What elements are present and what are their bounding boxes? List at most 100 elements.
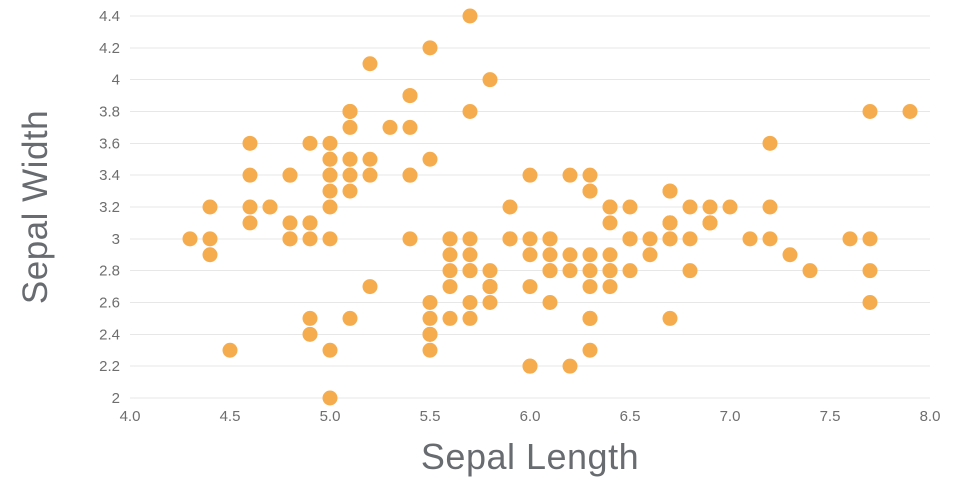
- y-tick-label: 4.2: [99, 40, 120, 57]
- data-point: [622, 231, 638, 247]
- data-point: [422, 342, 438, 358]
- data-point: [242, 135, 258, 151]
- x-tick-label: 4.5: [220, 408, 241, 425]
- data-point: [522, 167, 538, 183]
- data-point: [522, 358, 538, 374]
- data-point: [602, 199, 618, 215]
- data-point: [542, 231, 558, 247]
- data-point: [642, 231, 658, 247]
- data-point: [582, 183, 598, 199]
- data-point: [862, 263, 878, 279]
- data-point: [422, 310, 438, 326]
- data-point: [362, 167, 378, 183]
- y-tick-label: 4.4: [99, 8, 120, 25]
- data-point: [342, 167, 358, 183]
- data-point: [542, 295, 558, 310]
- data-point: [722, 199, 738, 215]
- data-point: [602, 279, 618, 295]
- data-point: [302, 231, 318, 247]
- x-tick-label: 4.0: [120, 408, 141, 425]
- data-point: [662, 183, 678, 199]
- data-point: [302, 215, 318, 231]
- data-point: [442, 247, 458, 263]
- data-point: [462, 8, 478, 24]
- data-point: [802, 263, 818, 279]
- data-point: [322, 183, 338, 199]
- x-tick-label: 7.5: [820, 408, 841, 425]
- data-point: [242, 167, 258, 183]
- data-point: [402, 167, 418, 183]
- data-point: [342, 104, 358, 119]
- data-point: [682, 199, 698, 215]
- data-point: [562, 263, 578, 279]
- data-point: [302, 135, 318, 151]
- data-point: [342, 119, 358, 135]
- data-point: [862, 104, 878, 119]
- data-point: [482, 72, 498, 88]
- y-tick-label: 2.2: [99, 358, 120, 375]
- data-point: [562, 358, 578, 374]
- data-point: [702, 215, 718, 231]
- data-point: [442, 279, 458, 295]
- data-point: [502, 231, 518, 247]
- y-tick-label: 2.4: [99, 326, 120, 343]
- x-tick-label: 6.0: [520, 408, 541, 425]
- data-point: [322, 135, 338, 151]
- data-point: [422, 326, 438, 342]
- data-point: [582, 167, 598, 183]
- y-tick-label: 3: [112, 231, 120, 248]
- data-point: [402, 231, 418, 247]
- data-point: [422, 151, 438, 167]
- data-point: [562, 167, 578, 183]
- x-tick-label: 5.5: [420, 408, 441, 425]
- data-point: [862, 295, 878, 310]
- data-point: [322, 199, 338, 215]
- data-point: [322, 342, 338, 358]
- y-tick-label: 2: [112, 390, 120, 407]
- data-point: [442, 231, 458, 247]
- data-point: [342, 310, 358, 326]
- data-point: [682, 231, 698, 247]
- data-point: [482, 263, 498, 279]
- data-point: [582, 342, 598, 358]
- data-point: [462, 263, 478, 279]
- data-point: [622, 199, 638, 215]
- data-point: [482, 295, 498, 310]
- data-point: [602, 247, 618, 263]
- data-point: [602, 215, 618, 231]
- data-point: [562, 247, 578, 263]
- data-point: [702, 199, 718, 215]
- data-point: [462, 310, 478, 326]
- data-point: [542, 263, 558, 279]
- data-point: [462, 104, 478, 119]
- data-point: [522, 279, 538, 295]
- data-point: [262, 199, 278, 215]
- data-point: [202, 231, 218, 247]
- data-point: [902, 104, 918, 119]
- data-point: [582, 263, 598, 279]
- x-tick-label: 6.5: [620, 408, 641, 425]
- data-point: [462, 247, 478, 263]
- data-point: [442, 263, 458, 279]
- data-point: [462, 231, 478, 247]
- data-point: [522, 247, 538, 263]
- data-point: [862, 231, 878, 247]
- data-point: [322, 151, 338, 167]
- data-point: [422, 295, 438, 310]
- data-point: [502, 199, 518, 215]
- x-tick-label: 8.0: [920, 408, 941, 425]
- data-point: [582, 247, 598, 263]
- data-point: [542, 247, 558, 263]
- data-point: [222, 342, 238, 358]
- data-point: [762, 199, 778, 215]
- x-tick-label: 5.0: [320, 408, 341, 425]
- y-tick-label: 4: [112, 72, 120, 89]
- data-point: [582, 310, 598, 326]
- data-point: [242, 199, 258, 215]
- y-axis-title: Sepal Width: [16, 109, 55, 305]
- data-point: [782, 247, 798, 263]
- data-point: [202, 199, 218, 215]
- y-tick-label: 3.2: [99, 199, 120, 216]
- data-point: [282, 215, 298, 231]
